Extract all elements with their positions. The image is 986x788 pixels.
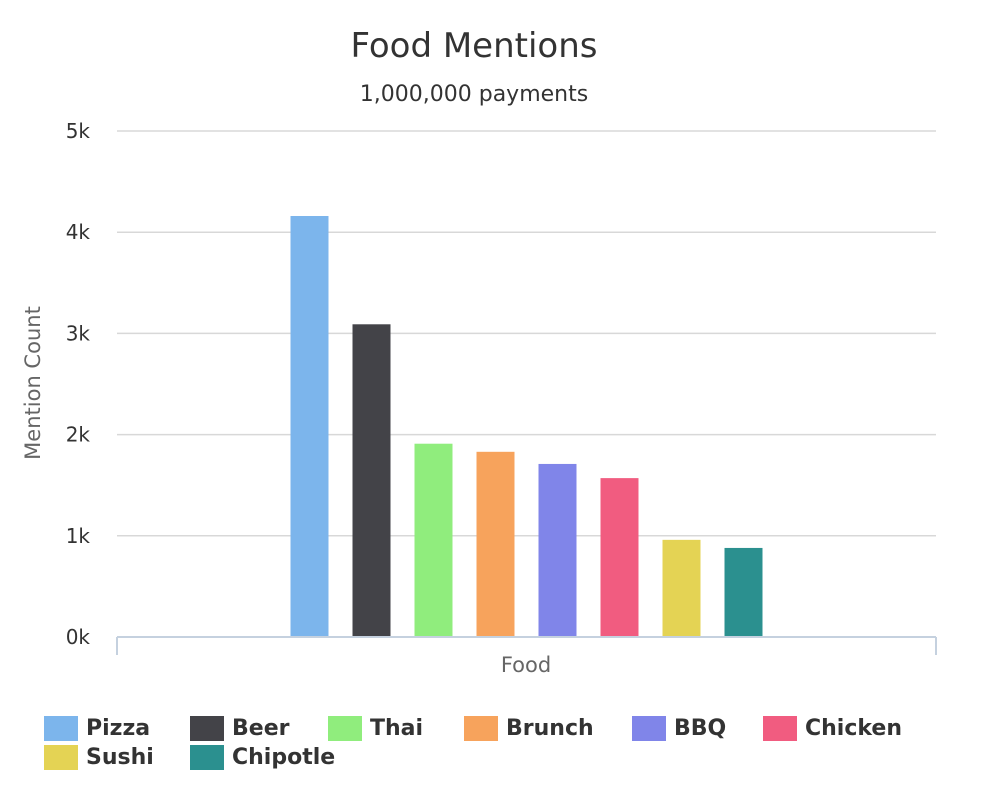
gridlines — [117, 130, 936, 537]
bar-beer[interactable] — [352, 324, 391, 637]
bars — [290, 216, 763, 637]
chart-title: Food Mentions — [351, 26, 598, 66]
legend-swatch — [190, 715, 224, 741]
legend-label: Chicken — [805, 715, 903, 741]
legend-label: Beer — [232, 715, 290, 741]
legend-item-beer[interactable]: Beer — [190, 714, 289, 742]
legend-swatch — [464, 715, 498, 741]
legend-item-brunch[interactable]: Brunch — [464, 714, 594, 742]
legend-item-chicken[interactable]: Chicken — [763, 714, 902, 742]
chart: Food Mentions 1,000,000 payments Mention… — [21, 26, 937, 677]
chart-subtitle: 1,000,000 payments — [360, 82, 588, 107]
y-tick-label: 0k — [66, 625, 91, 649]
legend-item-bbq[interactable]: BBQ — [632, 714, 726, 742]
legend-label: Brunch — [506, 715, 594, 741]
y-tick-label: 3k — [66, 321, 91, 345]
legend-label: Pizza — [86, 715, 151, 741]
bar-chicken[interactable] — [600, 478, 639, 637]
bar-chipotle[interactable] — [724, 547, 763, 637]
bar-pizza[interactable] — [290, 216, 329, 637]
legend-swatch — [190, 744, 224, 770]
legend-item-pizza[interactable]: Pizza — [44, 714, 150, 742]
y-tick-label: 4k — [66, 220, 91, 244]
x-axis-title: Food — [501, 653, 551, 677]
legend-label: Chipotle — [232, 744, 336, 770]
legend-label: Thai — [370, 715, 424, 741]
legend-item-chipotle[interactable]: Chipotle — [190, 743, 335, 771]
y-axis-title: Mention Count — [21, 306, 45, 460]
y-tick-label: 1k — [66, 524, 91, 548]
bar-bbq[interactable] — [538, 463, 577, 637]
legend-swatch — [763, 715, 797, 741]
bar-brunch[interactable] — [476, 451, 515, 637]
legend-label: BBQ — [674, 715, 727, 741]
bar-sushi[interactable] — [662, 539, 701, 637]
legend-item-thai[interactable]: Thai — [328, 714, 423, 742]
legend-swatch — [632, 715, 666, 741]
legend-item-sushi[interactable]: Sushi — [44, 743, 154, 771]
y-tick-label: 2k — [66, 423, 91, 447]
bar-thai[interactable] — [414, 443, 453, 637]
y-axis-ticks: 0k 1k 2k 3k 4k 5k — [66, 119, 91, 649]
legend-label: Sushi — [86, 744, 154, 770]
y-tick-label: 5k — [66, 119, 91, 143]
legend-swatch — [328, 715, 362, 741]
legend-swatch — [44, 744, 78, 770]
legend-swatch — [44, 715, 78, 741]
